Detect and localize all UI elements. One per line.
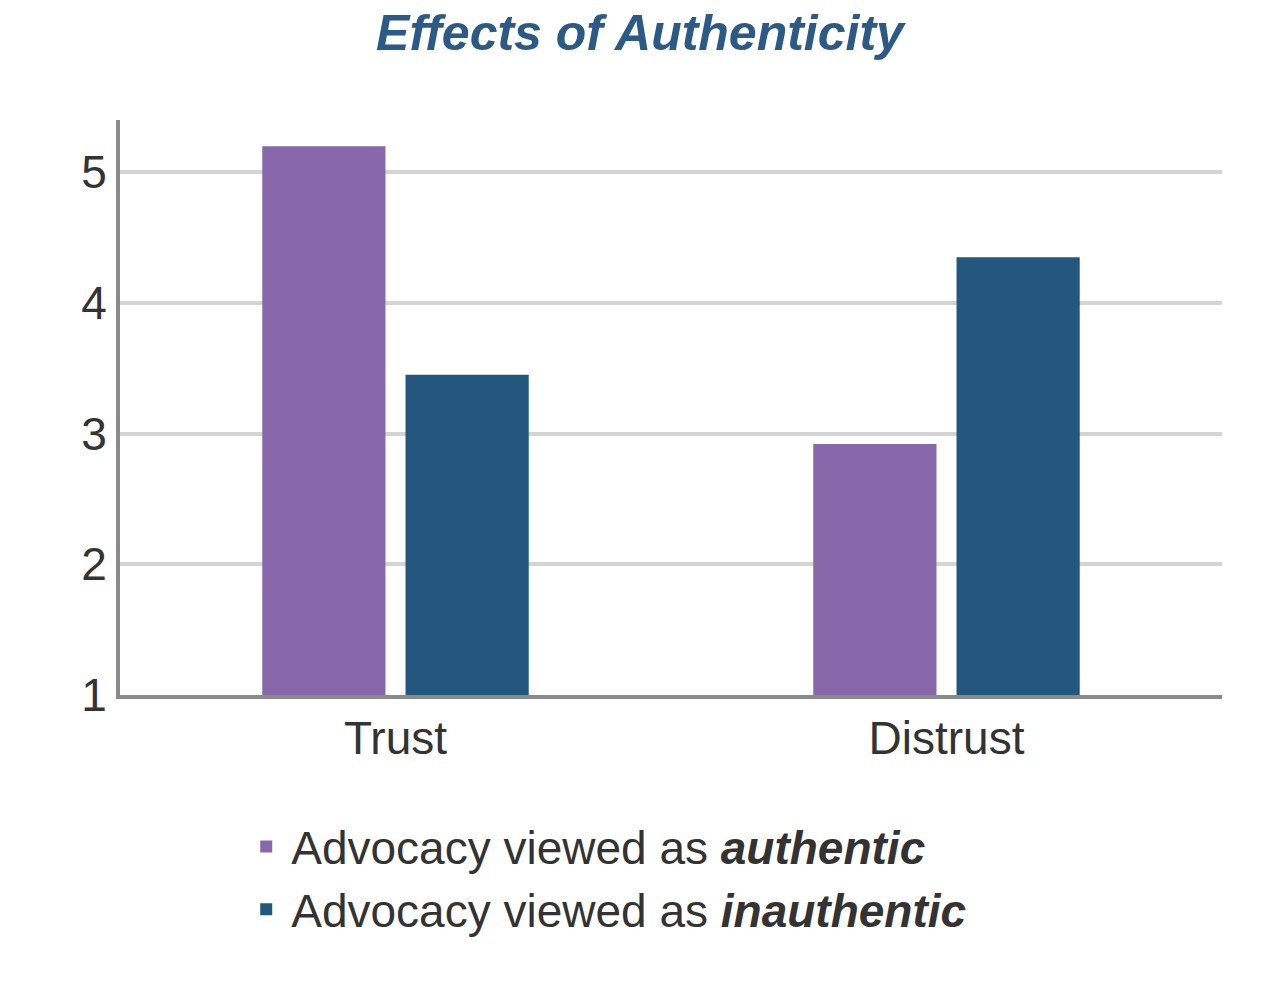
svg-text:Advocacy viewed as authentic: Advocacy viewed as authentic [291,822,925,874]
svg-text:5: 5 [81,146,107,198]
svg-text:Advocacy viewed as inauthentic: Advocacy viewed as inauthentic [291,885,966,937]
svg-text:Distrust: Distrust [869,712,1025,764]
svg-text:3: 3 [81,408,107,460]
svg-text:Trust: Trust [344,712,447,764]
svg-text:4: 4 [81,277,107,329]
svg-text:1: 1 [81,669,107,721]
svg-text:2: 2 [81,538,107,590]
svg-text:Effects of Authenticity: Effects of Authenticity [376,5,906,61]
